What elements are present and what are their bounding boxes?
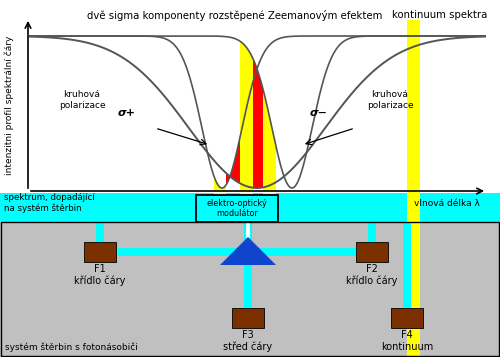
Text: kruhová
polarizace: kruhová polarizace	[58, 90, 106, 110]
Bar	[391, 308, 423, 328]
Polygon shape	[253, 59, 263, 188]
Text: F1
křídlo čáry: F1 křídlo čáry	[74, 264, 126, 286]
Text: F4
kontinuum: F4 kontinuum	[381, 330, 433, 352]
Bar	[407, 20, 420, 357]
Text: intenzitni profil spektrální čáry: intenzitni profil spektrální čáry	[4, 35, 14, 175]
Bar	[246, 222, 250, 238]
Polygon shape	[263, 89, 276, 191]
Bar	[263, 193, 276, 222]
Text: systém štěrbin s fotonásobiči: systém štěrbin s fotonásobiči	[5, 342, 138, 352]
Text: kruhová
polarizace: kruhová polarizace	[366, 90, 414, 110]
Bar	[368, 222, 376, 256]
Polygon shape	[240, 41, 253, 191]
Bar	[232, 308, 264, 328]
Polygon shape	[226, 137, 240, 185]
Text: σ−: σ−	[310, 108, 328, 118]
Bar	[244, 222, 252, 256]
Text: σ+: σ+	[118, 108, 136, 118]
FancyBboxPatch shape	[196, 195, 278, 222]
Bar	[84, 242, 116, 262]
Polygon shape	[220, 237, 276, 265]
Polygon shape	[214, 176, 226, 191]
Bar	[96, 222, 104, 256]
Bar	[0, 193, 500, 222]
Bar	[403, 222, 411, 318]
Text: F3
střed čáry: F3 střed čáry	[224, 330, 272, 352]
Bar	[0, 0, 500, 193]
Bar	[0, 222, 500, 357]
Bar	[1, 222, 499, 356]
Bar	[240, 193, 253, 222]
Text: spektrum, dopadájící
na systém štěrbin: spektrum, dopadájící na systém štěrbin	[4, 193, 94, 213]
Text: kontinuum spektra: kontinuum spektra	[392, 10, 488, 20]
Text: elektro-optický
modulátor: elektro-optický modulátor	[206, 199, 268, 218]
Bar	[118, 248, 375, 256]
Bar	[356, 242, 388, 262]
Bar	[407, 193, 420, 222]
Bar	[244, 256, 252, 318]
Text: dvě sigma komponenty rozstěpené Zeemanovým efektem: dvě sigma komponenty rozstěpené Zeemanov…	[88, 10, 383, 21]
Bar	[214, 193, 226, 222]
Text: vlnová délka λ: vlnová délka λ	[414, 200, 480, 208]
Text: F2
křídlo čáry: F2 křídlo čáry	[346, 264, 398, 286]
